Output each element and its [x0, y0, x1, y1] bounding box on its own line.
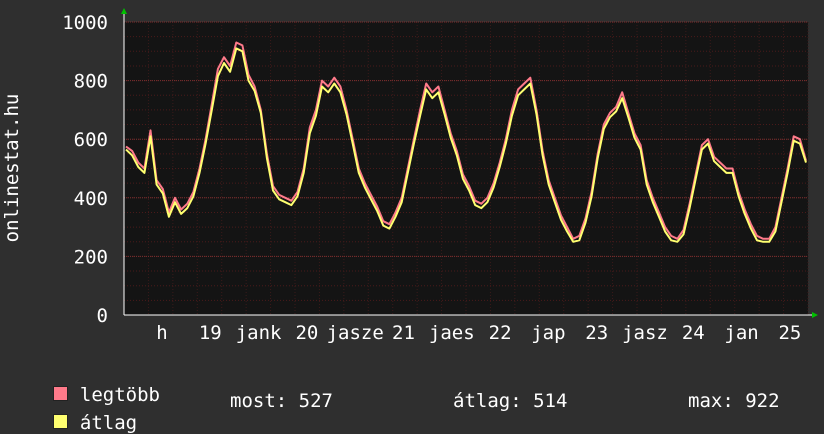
legend-label-legtobb: legtöbb — [79, 384, 160, 406]
x-tick-label: 25 — [778, 322, 801, 344]
y-tick-label: 1000 — [62, 12, 108, 34]
y-tick-label: 200 — [74, 246, 108, 268]
legend-swatch-atlag — [52, 414, 68, 429]
x-tick-label: 19 — [199, 322, 222, 344]
x-tick-label: jaes — [429, 322, 475, 344]
x-tick-label: jan — [724, 322, 758, 344]
x-tick-label: jasze — [327, 322, 384, 344]
y-tick-label: 600 — [74, 129, 108, 151]
legend-label-atlag: átlag — [79, 412, 138, 434]
stat-max: max: 922 — [688, 390, 780, 412]
x-tick-label: 24 — [682, 322, 705, 344]
y-axis-label: onlinestat.hu — [1, 94, 23, 243]
x-axis-arrow — [812, 312, 818, 318]
chart-area: 0 200 400 600 800 1000 h 19 jank 20 jasze 21 jaes 22 j… — [1, 8, 818, 344]
y-tick-label: 800 — [74, 71, 108, 93]
x-tick-label: jap — [531, 322, 565, 344]
x-tick-label: jasz — [622, 322, 668, 344]
stat-most: most: 527 — [230, 390, 333, 412]
x-tick-label: 20 — [295, 322, 318, 344]
y-tick-label: 400 — [74, 188, 108, 210]
legend-item-atlag: átlag — [30, 390, 137, 434]
x-tick-label: h — [156, 322, 167, 344]
x-tick-label: 22 — [489, 322, 512, 344]
x-tick-label: 21 — [392, 322, 415, 344]
x-tick-label: jank — [236, 322, 282, 344]
y-tick-label: 0 — [97, 305, 108, 327]
y-axis-arrow — [121, 8, 127, 14]
legend-item-legtobb: legtöbb — [30, 362, 160, 406]
legend-swatch-legtobb — [52, 386, 68, 401]
x-tick-label: 23 — [585, 322, 608, 344]
stat-atlag: átlag: 514 — [453, 390, 568, 412]
series-line-atlag — [125, 47, 807, 243]
